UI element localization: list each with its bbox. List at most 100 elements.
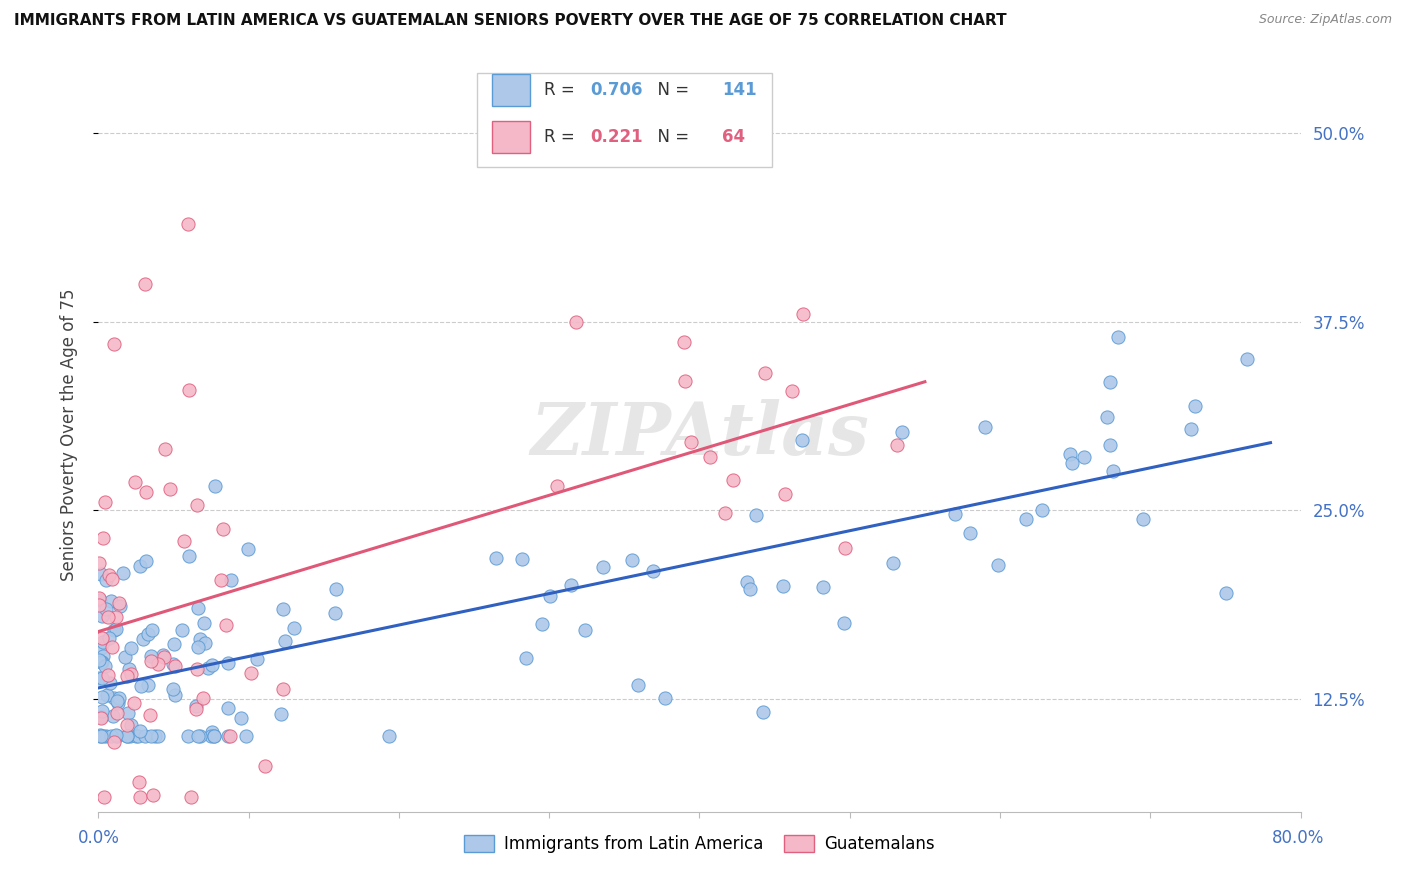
Point	[187, 640, 209, 654]
Point	[891, 425, 914, 440]
Point	[531, 617, 554, 632]
Point	[96, 602, 118, 616]
Point	[672, 334, 695, 349]
Point	[546, 479, 568, 493]
Point	[886, 438, 908, 452]
Point	[217, 730, 239, 744]
Point	[270, 706, 292, 721]
Point	[832, 615, 855, 630]
Point	[118, 730, 141, 744]
Point	[162, 681, 184, 696]
Point	[136, 627, 159, 641]
Point	[159, 482, 181, 496]
Point	[229, 711, 252, 725]
Point	[200, 730, 222, 744]
Point	[100, 640, 122, 654]
Point	[735, 575, 758, 590]
Point	[120, 667, 142, 681]
Point	[186, 702, 208, 716]
Point	[162, 657, 184, 671]
Point	[943, 508, 966, 522]
Point	[90, 567, 112, 582]
Point	[209, 573, 232, 587]
Point	[142, 788, 165, 802]
Point	[744, 508, 766, 522]
Point	[118, 662, 141, 676]
Point	[1098, 438, 1121, 452]
Point	[87, 653, 110, 667]
Point	[89, 593, 111, 607]
Point	[177, 383, 200, 397]
Point	[120, 718, 142, 732]
Point	[115, 717, 138, 731]
Point	[108, 691, 131, 706]
Point	[91, 635, 114, 649]
Point	[105, 610, 128, 624]
Point	[773, 486, 796, 500]
Point	[641, 564, 664, 578]
Point	[148, 657, 170, 671]
Point	[115, 669, 138, 683]
Point	[91, 532, 114, 546]
Point	[135, 485, 157, 500]
Point	[117, 730, 139, 744]
Point	[104, 730, 127, 744]
Text: 80.0%: 80.0%	[1271, 829, 1324, 847]
Point	[103, 623, 125, 637]
Point	[127, 730, 149, 744]
Point	[378, 730, 401, 744]
Text: Source: ZipAtlas.com: Source: ZipAtlas.com	[1258, 13, 1392, 27]
Point	[100, 594, 122, 608]
Point	[141, 654, 163, 668]
Point	[93, 648, 115, 663]
Point	[153, 649, 176, 664]
Point	[141, 623, 163, 637]
Point	[236, 542, 259, 557]
Point	[111, 566, 134, 580]
Point	[96, 730, 118, 744]
Point	[129, 679, 152, 693]
Point	[273, 634, 295, 648]
Point	[240, 666, 263, 681]
Text: R =: R =	[544, 128, 581, 146]
Point	[139, 648, 162, 663]
Point	[103, 337, 125, 351]
Point	[564, 315, 586, 329]
Point	[627, 678, 650, 692]
Point	[1097, 410, 1119, 425]
Point	[188, 730, 211, 744]
Point	[177, 730, 200, 744]
Point	[105, 730, 128, 744]
Point	[186, 699, 208, 714]
Point	[94, 659, 117, 673]
Point	[202, 730, 225, 744]
Point	[780, 384, 803, 398]
Point	[97, 610, 120, 624]
Point	[1132, 512, 1154, 526]
Point	[1180, 422, 1202, 436]
Point	[114, 650, 136, 665]
Point	[714, 506, 737, 520]
Text: 0.221: 0.221	[591, 128, 643, 146]
Point	[1101, 464, 1123, 478]
Point	[772, 579, 794, 593]
Point	[134, 277, 156, 291]
Point	[101, 572, 124, 586]
Point	[103, 735, 125, 749]
Point	[89, 728, 111, 742]
Point	[108, 599, 131, 613]
Point	[124, 730, 146, 744]
Point	[1098, 376, 1121, 390]
Point	[197, 661, 219, 675]
Text: 0.0%: 0.0%	[77, 829, 120, 847]
Point	[974, 420, 997, 434]
Point	[204, 479, 226, 493]
Point	[163, 637, 186, 651]
Point	[135, 553, 157, 567]
Point	[143, 730, 166, 744]
Point	[792, 307, 814, 321]
Point	[560, 578, 582, 592]
Point	[98, 676, 121, 690]
Point	[124, 475, 146, 489]
Point	[681, 434, 703, 449]
